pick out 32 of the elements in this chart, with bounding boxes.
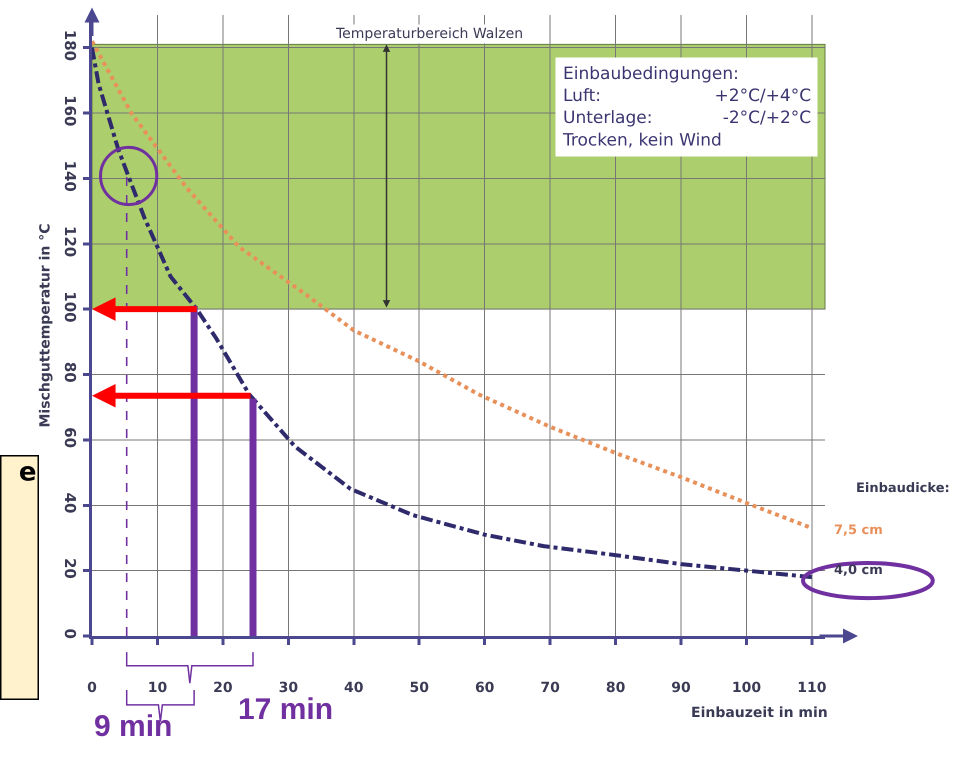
x-tick-label: 90 — [671, 680, 692, 696]
series-label: 4,0 cm — [834, 563, 883, 578]
x-axis-title: Einbauzeit in min — [691, 705, 828, 721]
y-tick-label: 60 — [61, 427, 79, 448]
y-tick-label: 120 — [61, 226, 79, 258]
x-tick-label: 50 — [409, 680, 430, 696]
x-tick-label: 70 — [540, 680, 560, 696]
y-axis-title: Mischguttemperatur in °C — [38, 223, 54, 428]
series-label: 7,5 cm — [834, 523, 883, 538]
y-tick-label: 80 — [61, 362, 79, 383]
legend-title: Einbaudicke: — [856, 481, 950, 496]
y-tick-label: 140 — [61, 160, 79, 192]
x-tick-label: 110 — [797, 680, 827, 696]
y-tick-label: 180 — [61, 30, 79, 62]
y-tick-label: 40 — [61, 492, 79, 514]
x-tick-label: 0 — [87, 680, 98, 696]
x-tick-label: 100 — [732, 680, 762, 696]
y-tick-label: 100 — [61, 291, 79, 323]
x-tick-label: 80 — [606, 680, 626, 696]
x-tick-label: 60 — [474, 680, 495, 696]
text: 9 min — [94, 710, 172, 743]
band-label: Temperaturbereich Walzen — [335, 26, 524, 42]
text: e — [18, 458, 36, 488]
y-tick-label: 160 — [61, 95, 79, 126]
x-tick-label: 20 — [213, 680, 233, 696]
y-tick-label: 0 — [61, 628, 79, 639]
annotation: Einbaubedingungen: Luft: +2°C/+4°C Unterlage: -2°C/+2°C Trocken, kein Wind — [562, 64, 812, 150]
x-tick-label: 10 — [148, 680, 168, 696]
x-tick-label: 30 — [278, 680, 298, 696]
text: 17 min — [238, 693, 334, 726]
x-tick-label: 40 — [344, 680, 364, 696]
y-tick-label: 20 — [61, 558, 79, 579]
